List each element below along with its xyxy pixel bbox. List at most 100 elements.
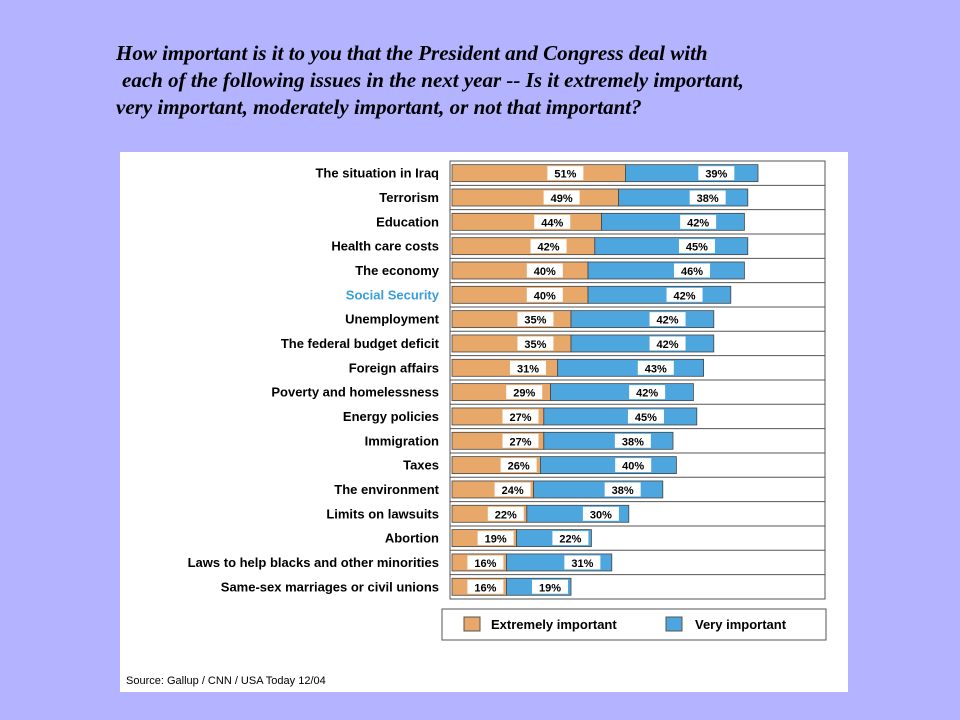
value-label-extremely: 31%	[517, 363, 539, 375]
value-label-bg	[547, 166, 584, 181]
value-label-very: 45%	[686, 242, 708, 254]
value-label-bg	[649, 336, 686, 351]
value-label-bg	[526, 263, 563, 278]
category-label: Taxes	[403, 458, 439, 473]
category-label: Health care costs	[331, 239, 439, 254]
value-label-extremely: 40%	[534, 290, 556, 302]
value-label-bg	[637, 360, 674, 375]
chart-panel: The situation in Iraq 51% 39% Terrorism 49% 3…	[120, 152, 848, 692]
chart-row: Laws to help blacks and other minorities…	[188, 549, 825, 572]
category-label: Same-sex marriages or civil unions	[221, 579, 439, 594]
legend: Extremely important Very important	[441, 608, 827, 641]
category-label: Social Security	[346, 287, 440, 302]
value-label-very: 22%	[559, 534, 581, 546]
bar-extremely	[451, 164, 626, 183]
value-label-bg	[506, 385, 543, 400]
category-label: Unemployment	[345, 312, 440, 327]
value-label-very: 38%	[612, 485, 634, 497]
value-label-bg	[517, 336, 554, 351]
chart-row: The situation in Iraq 51% 39%	[315, 164, 759, 183]
legend-label-extremely: Extremely important	[491, 617, 617, 632]
value-label-bg	[487, 506, 524, 521]
value-label-bg	[467, 579, 504, 594]
value-label-very: 42%	[657, 339, 679, 351]
chart-row: Taxes 26% 40%	[403, 452, 825, 475]
value-label-bg	[552, 531, 589, 546]
bar-extremely	[451, 237, 596, 256]
question-line-1: How important is it to you that the Pres…	[116, 41, 708, 65]
value-label-bg	[564, 555, 601, 570]
value-label-bg	[629, 385, 666, 400]
legend-swatch-extremely	[463, 616, 481, 632]
value-label-bg	[500, 458, 537, 473]
bar-very	[533, 480, 664, 499]
chart-row: The economy 40% 46%	[355, 257, 825, 280]
chart-row: Terrorism 49% 38%	[379, 184, 825, 207]
bar-very	[587, 261, 745, 280]
value-label-extremely: 16%	[474, 582, 496, 594]
chart-row: Foreign affairs 31% 43%	[349, 355, 825, 377]
value-label-bg	[532, 579, 568, 594]
value-label-bg	[615, 458, 652, 473]
chart-row: Health care costs 42% 45%	[331, 233, 825, 256]
chart-row: Limits on lawsuits 22% 30%	[326, 501, 825, 523]
value-label-bg	[502, 409, 539, 424]
category-label: Abortion	[385, 531, 439, 546]
value-label-bg	[678, 239, 715, 254]
question-line-2: each of the following issues in the next…	[122, 68, 744, 92]
value-label-extremely: 16%	[474, 558, 496, 570]
value-label-very: 40%	[622, 461, 644, 473]
bar-very	[594, 237, 749, 256]
value-label-extremely: 35%	[524, 339, 546, 351]
category-label: The situation in Iraq	[315, 166, 439, 181]
bar-extremely	[451, 188, 620, 207]
value-label-very: 30%	[590, 509, 612, 521]
bar-very	[543, 407, 698, 426]
value-label-bg	[582, 506, 619, 521]
chart-row: The federal budget deficit 35% 42%	[281, 330, 825, 353]
value-label-very: 46%	[681, 266, 703, 278]
value-label-extremely: 24%	[502, 485, 524, 497]
category-label: Education	[376, 214, 439, 229]
value-label-bg	[627, 409, 664, 424]
value-label-extremely: 26%	[508, 461, 530, 473]
value-label-bg	[666, 287, 703, 302]
question-text: How important is it to you that the Pres…	[116, 40, 936, 121]
question-line-3: very important, moderately important, or…	[116, 95, 642, 119]
value-label-extremely: 49%	[551, 193, 573, 205]
chart-row: Education 44% 42%	[376, 209, 825, 231]
value-label-bg	[698, 166, 735, 181]
chart-row: Energy policies 27% 45%	[343, 403, 825, 426]
value-label-extremely: 29%	[513, 388, 535, 400]
bar-very	[539, 456, 677, 475]
chart-row: Abortion 19% 22%	[385, 525, 825, 548]
bar-very	[570, 310, 715, 329]
value-label-bg	[604, 482, 641, 497]
value-label-bg	[689, 190, 726, 205]
value-label-bg	[502, 433, 539, 448]
chart-row: The environment 24% 38%	[334, 476, 825, 499]
bar-extremely	[451, 212, 603, 231]
legend-label-very: Very important	[695, 617, 787, 632]
value-label-extremely: 35%	[524, 315, 546, 327]
value-label-bg	[543, 190, 580, 205]
bar-very	[601, 212, 745, 231]
bar-very	[556, 358, 704, 377]
category-label: Limits on lawsuits	[326, 506, 439, 521]
value-label-bg	[526, 287, 563, 302]
chart-row: Unemployment 35% 42%	[345, 306, 825, 329]
bar-extremely	[451, 285, 589, 304]
value-label-bg	[477, 531, 514, 546]
chart-row: Poverty and homelessness 29% 42%	[271, 379, 825, 402]
value-label-extremely: 27%	[509, 412, 531, 424]
value-label-very: 19%	[539, 582, 561, 594]
bar-very	[587, 285, 732, 304]
category-label: The environment	[334, 482, 439, 497]
value-label-very: 39%	[705, 169, 727, 181]
value-label-very: 38%	[622, 436, 644, 448]
value-label-extremely: 44%	[541, 217, 563, 229]
category-label: The federal budget deficit	[281, 336, 440, 351]
value-label-bg	[494, 482, 531, 497]
chart-row: Social Security 40% 42%	[346, 282, 825, 304]
legend-box	[441, 608, 827, 641]
